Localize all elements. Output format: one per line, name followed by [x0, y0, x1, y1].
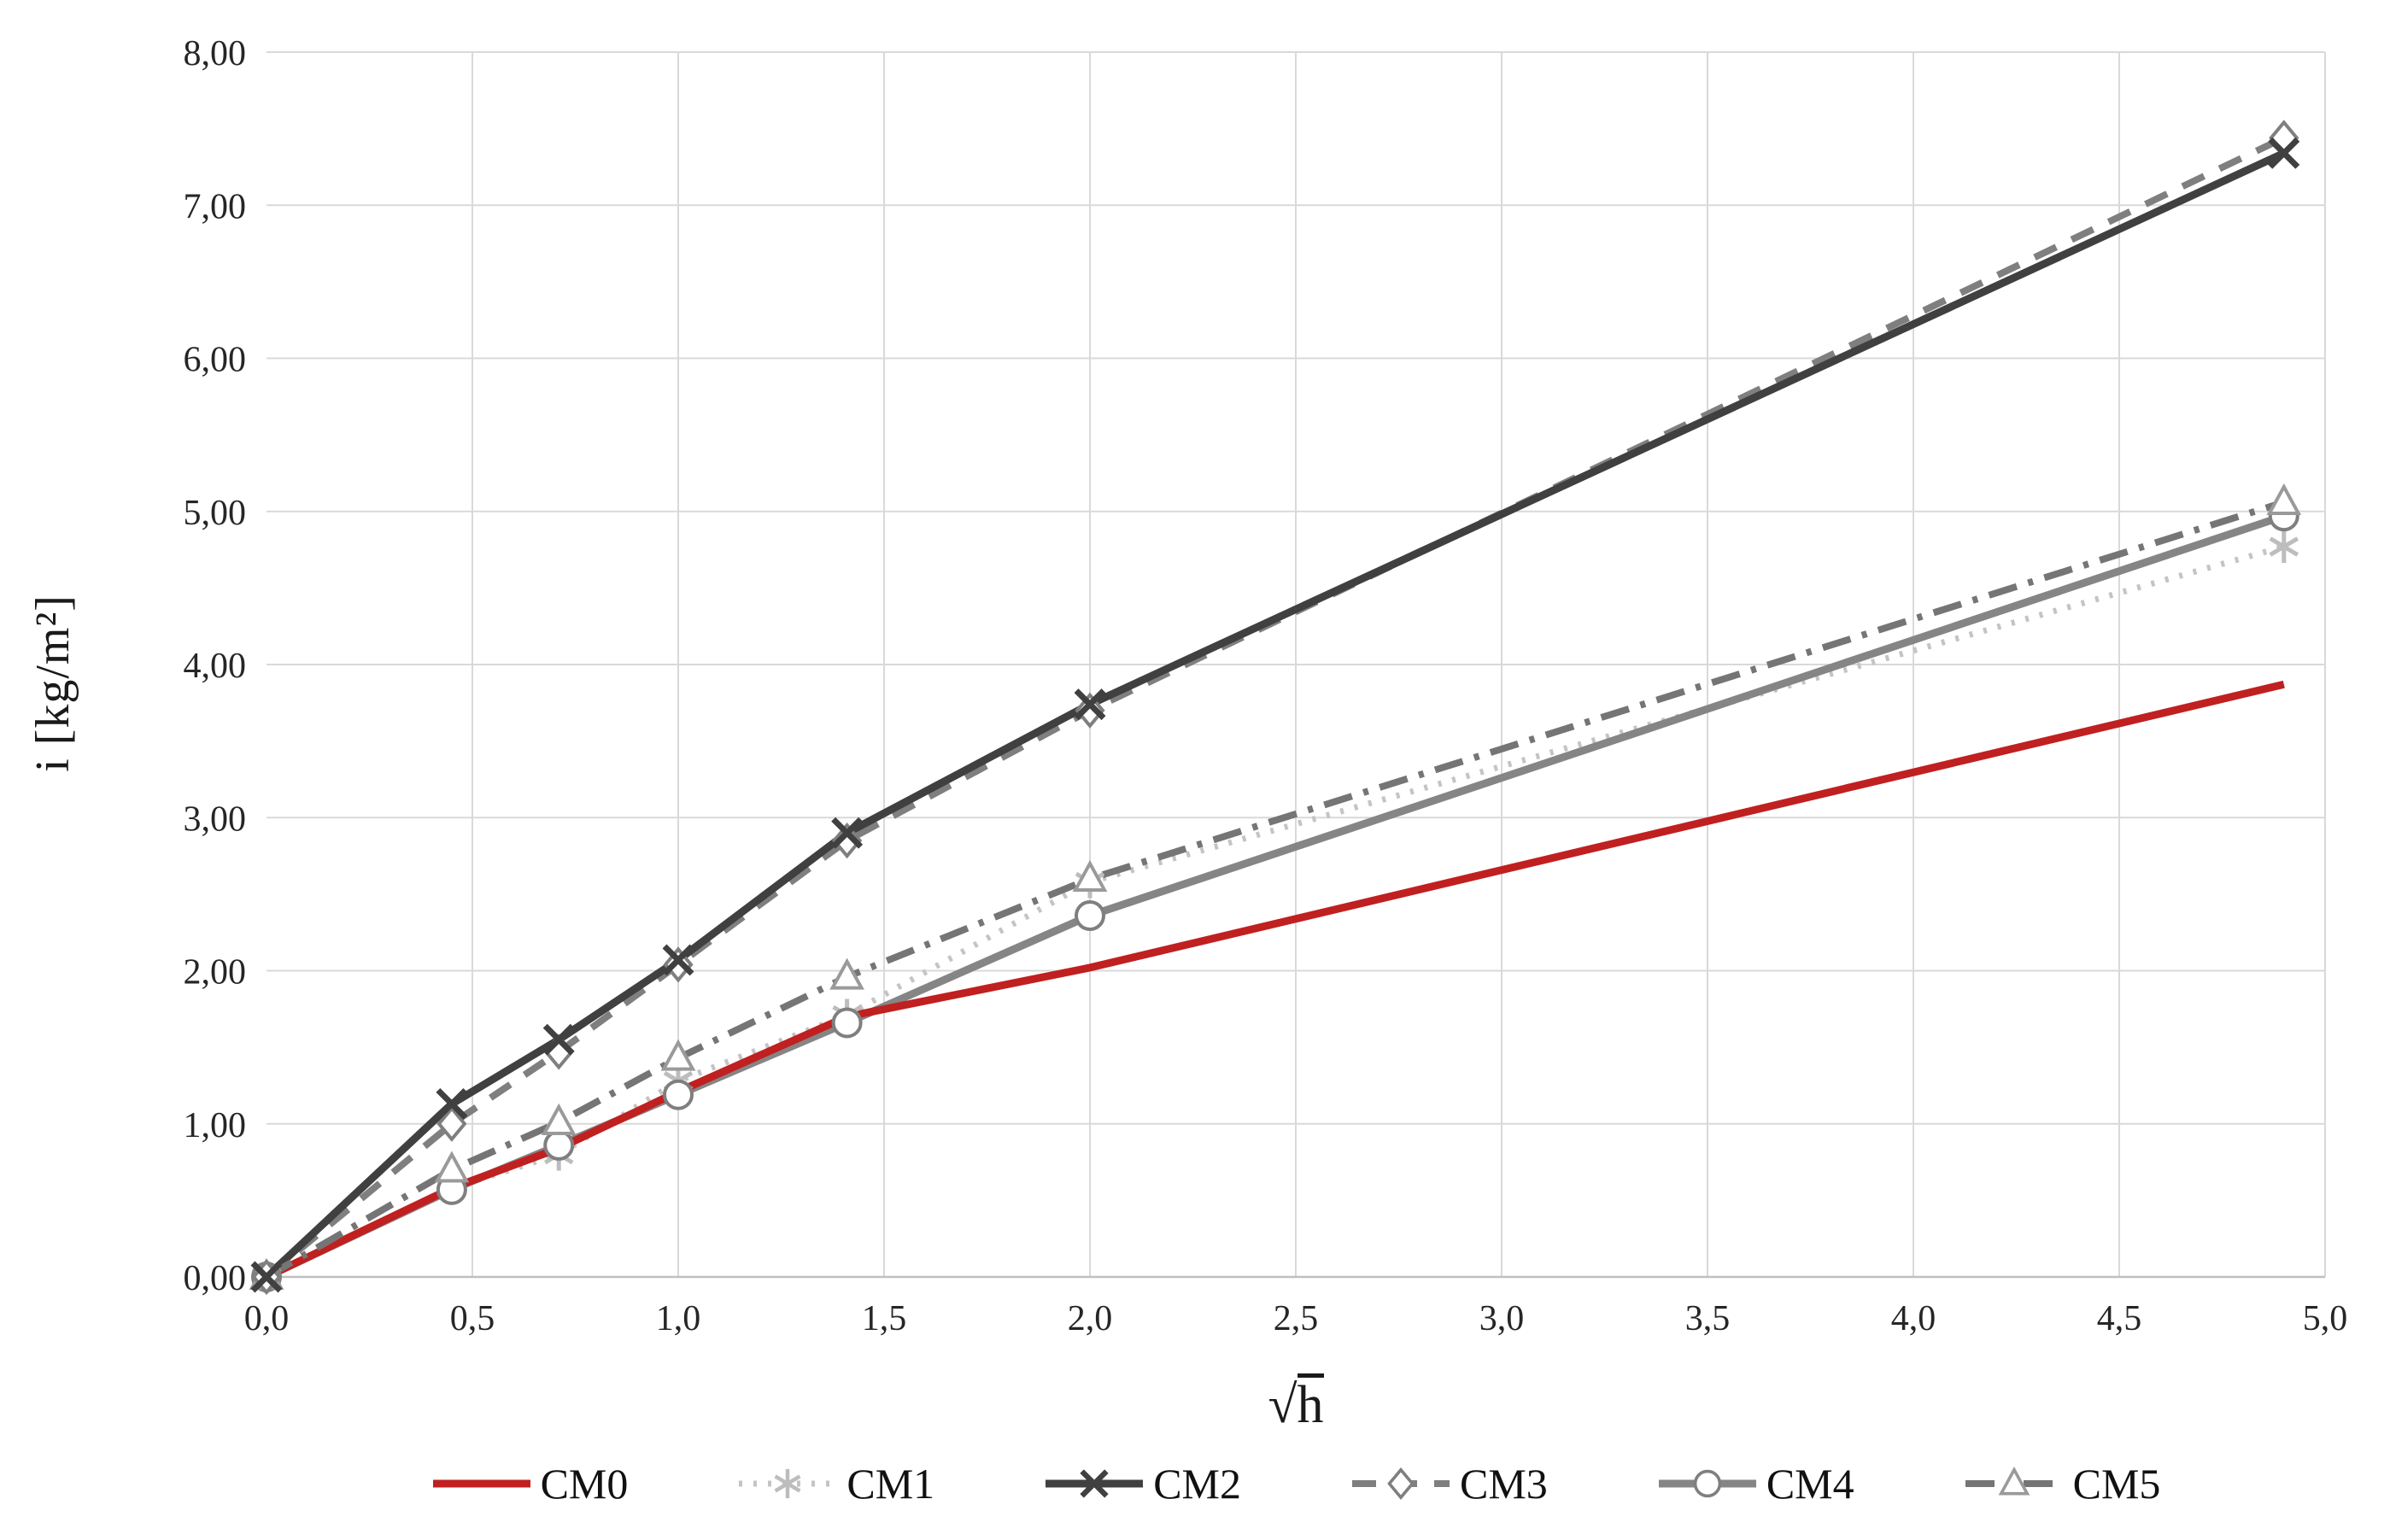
x-tick-label: 2,5 [1274, 1299, 1319, 1338]
marker-CM2 [1074, 688, 1106, 721]
x-tick-label: 1,5 [862, 1299, 907, 1338]
legend-sample-CM5-triangle-marker [1965, 1467, 2063, 1496]
marker-CM2 [831, 817, 864, 849]
marker-CM5 [1072, 859, 1108, 892]
legend-item-CM0: CM0 [431, 1460, 629, 1508]
legend: CM0 CM1 CM2 CM3 CM4 CM5 [267, 1462, 2325, 1505]
legend-label-CM0: CM0 [540, 1460, 629, 1508]
marker-CM4 [663, 1079, 694, 1110]
series-line-CM2 [263, 149, 2286, 1280]
legend-item-CM1: CM1 [737, 1462, 934, 1505]
x-tick-label: 5,0 [2303, 1299, 2348, 1338]
y-tick-label: 0,00 [184, 1259, 247, 1298]
x-tick-label: 4,5 [2097, 1299, 2142, 1338]
marker-CM5 [434, 1151, 470, 1183]
x-axis-title-radical: √ [1268, 1376, 1298, 1434]
x-tick-label: 3,0 [1479, 1299, 1525, 1338]
y-axis-title: i [kg/m²] [26, 594, 79, 772]
x-tick-label: 3,5 [1685, 1299, 1731, 1338]
y-tick-label: 6,00 [184, 341, 247, 380]
marker-CM5 [660, 1039, 696, 1071]
y-tick-label: 3,00 [184, 799, 247, 839]
marker-CM3 [2269, 120, 2299, 156]
x-tick-label: 1,0 [656, 1299, 701, 1338]
x-tick-label: 4,0 [1891, 1299, 1936, 1338]
marker-CM5 [2266, 483, 2302, 515]
legend-item-CM2: CM2 [1044, 1462, 1241, 1505]
marker-CM2 [542, 1023, 575, 1056]
y-tick-label: 2,00 [184, 953, 247, 993]
marker-CM5 [541, 1103, 577, 1135]
series-line-CM3 [264, 134, 2286, 1280]
x-tick-label: 0,5 [450, 1299, 495, 1338]
marker-CM3 [832, 823, 863, 859]
y-tick-label: 1,00 [184, 1106, 247, 1145]
legend-sample-CM0 [432, 1479, 530, 1488]
x-axis-title-argument: h [1297, 1373, 1324, 1433]
y-tick-label: 5,00 [184, 494, 247, 533]
marker-CM4 [1075, 899, 1105, 931]
marker-CM3 [1075, 692, 1105, 729]
legend-item-CM4: CM4 [1657, 1462, 1854, 1505]
marker-CM1 [2269, 530, 2299, 563]
legend-sample-CM2-x-marker [1046, 1469, 1144, 1498]
marker-CM4 [831, 1007, 863, 1039]
marker-CM4 [543, 1129, 575, 1161]
x-tick-label: 2,0 [1068, 1299, 1113, 1338]
legend-sample-CM3-diamond-marker [1352, 1467, 1450, 1501]
marker-CM3 [436, 1105, 467, 1142]
series-line-CM0 [265, 680, 2285, 1281]
series-line-CM1 [265, 543, 2285, 1280]
marker-CM2 [662, 944, 694, 976]
legend-label-CM3: CM3 [1460, 1460, 1548, 1508]
legend-sample-CM1-asterisk-marker [739, 1468, 837, 1499]
legend-label-CM4: CM4 [1766, 1460, 1854, 1508]
legend-label-CM1: CM1 [846, 1460, 935, 1508]
x-tick-label: 0,0 [244, 1299, 290, 1338]
y-tick-label: 4,00 [184, 647, 247, 686]
legend-label-CM2: CM2 [1153, 1460, 1241, 1508]
y-tick-label: 8,00 [184, 34, 247, 73]
x-axis-title: √h [267, 1373, 2325, 1436]
legend-label-CM5: CM5 [2072, 1460, 2161, 1508]
legend-item-CM3: CM3 [1350, 1462, 1548, 1505]
marker-CM2 [436, 1087, 468, 1120]
marker-CM2 [250, 1261, 283, 1293]
marker-CM2 [2268, 137, 2300, 169]
y-tick-label: 7,00 [184, 187, 247, 226]
marker-CM5 [829, 957, 864, 990]
legend-item-CM5: CM5 [1964, 1460, 2161, 1508]
legend-sample-CM4-circle-marker [1658, 1469, 1756, 1498]
